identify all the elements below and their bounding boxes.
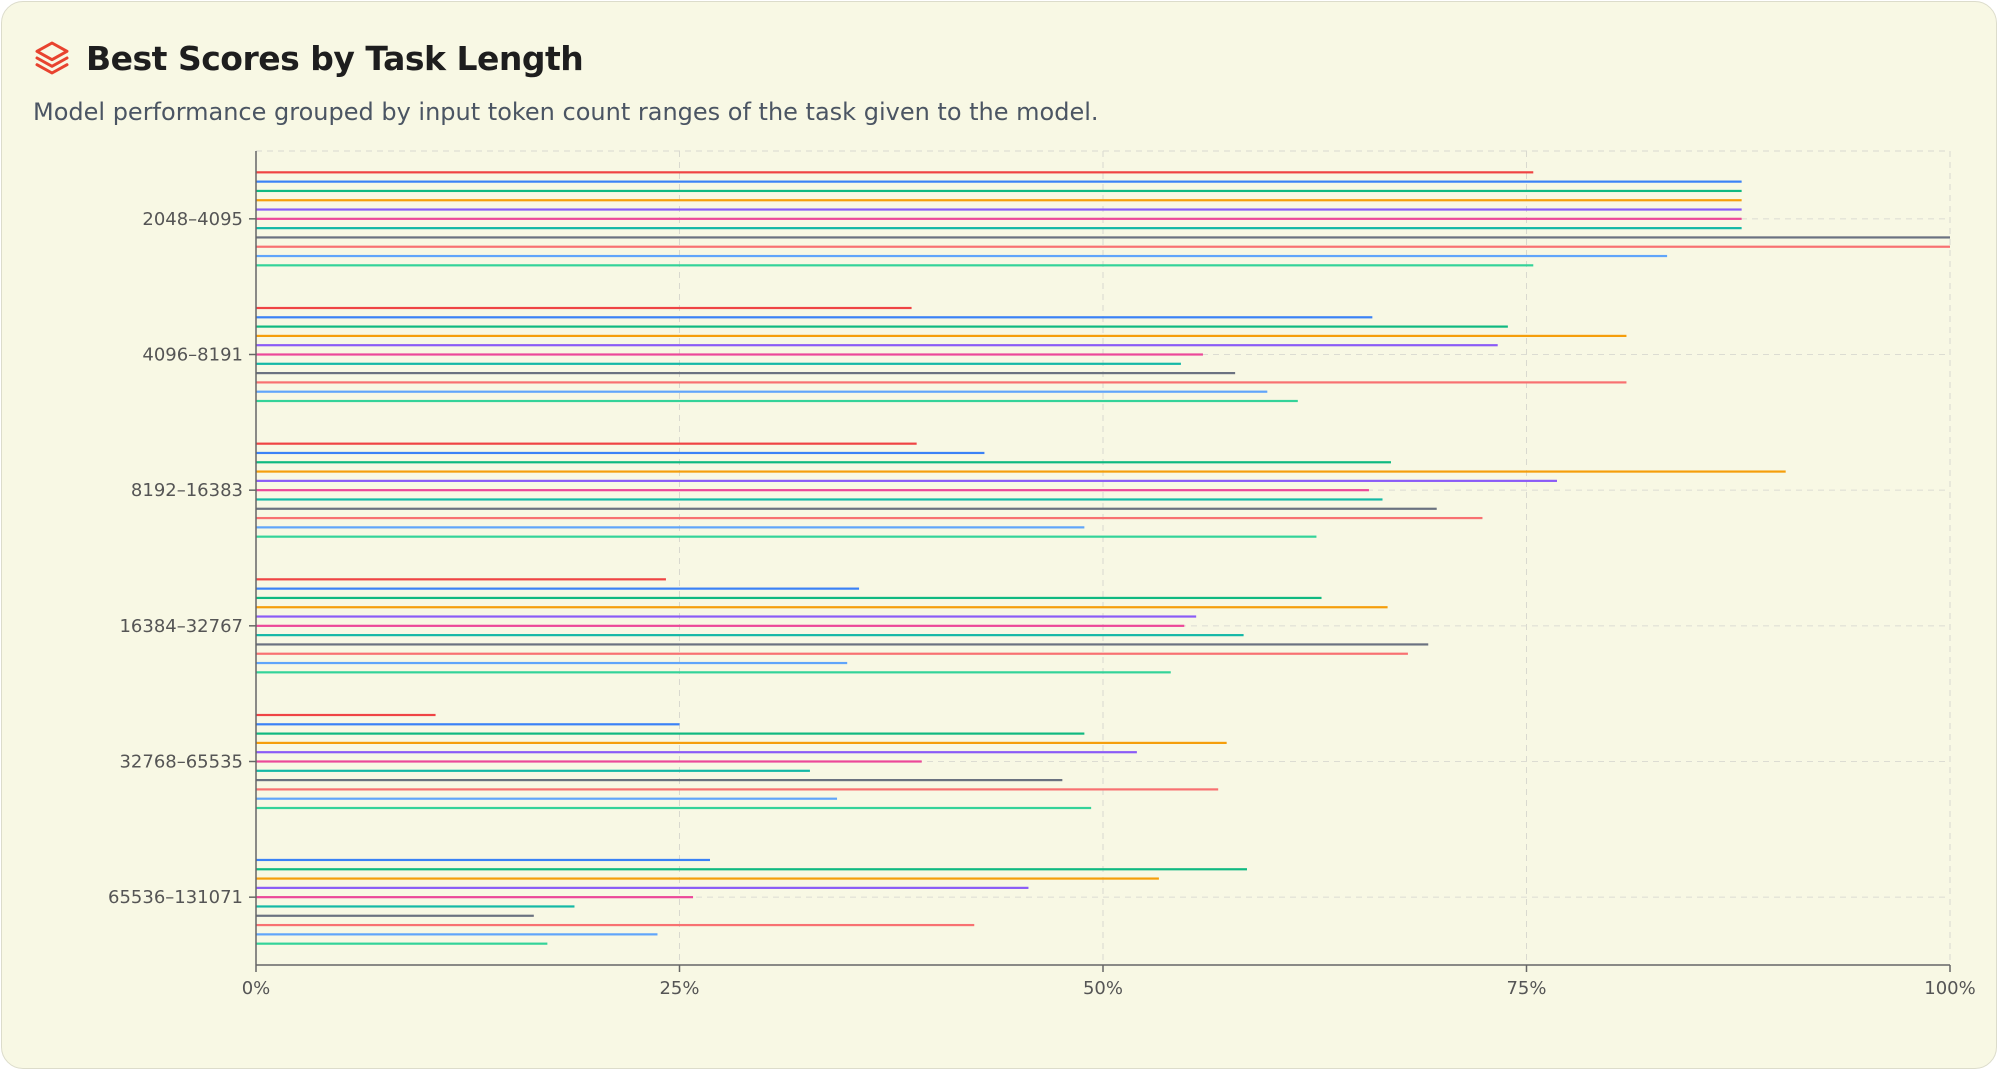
bar	[256, 587, 860, 590]
bar	[256, 723, 680, 726]
y-tick-label: 8192–16383	[131, 480, 243, 501]
bar	[256, 325, 1508, 328]
x-tick-label: 25%	[659, 978, 699, 999]
bar	[256, 760, 922, 763]
bar	[256, 451, 985, 455]
bar	[256, 334, 1627, 337]
bar	[256, 606, 1388, 609]
bar	[256, 399, 1298, 403]
bar	[256, 189, 1742, 193]
x-tick-label: 50%	[1083, 978, 1123, 999]
bar	[256, 535, 1317, 538]
layers-icon	[35, 41, 69, 75]
bar	[256, 245, 1950, 248]
bar	[256, 905, 575, 908]
bar	[256, 442, 917, 445]
bar	[256, 769, 810, 772]
bar	[256, 578, 666, 581]
bar	[256, 526, 1085, 529]
bar	[256, 217, 1742, 220]
bar	[256, 470, 1786, 473]
y-tick-label: 16384–32767	[119, 616, 243, 637]
y-tick-label: 2048–4095	[142, 209, 243, 230]
bar	[256, 806, 1092, 810]
bar	[256, 868, 1247, 871]
bar	[256, 877, 1159, 880]
bar	[256, 615, 1197, 618]
bar	[256, 788, 1219, 791]
bar	[256, 652, 1408, 655]
chart-subtitle: Model performance grouped by input token…	[33, 98, 1099, 126]
bar	[256, 896, 694, 899]
x-tick-label: 0%	[242, 978, 271, 999]
y-tick-label: 65536–131071	[108, 887, 243, 908]
bar	[256, 264, 1534, 267]
bar	[256, 461, 1391, 464]
bar	[256, 180, 1742, 183]
bar	[256, 316, 1373, 319]
bar	[256, 933, 658, 936]
bar	[256, 507, 1437, 510]
bar	[256, 254, 1668, 258]
bar	[256, 713, 436, 717]
x-tick-label: 75%	[1506, 978, 1546, 999]
bar	[256, 914, 534, 917]
chart-header: Best Scores by Task Length	[32, 38, 584, 78]
bar	[256, 596, 1322, 600]
bar	[256, 236, 1950, 239]
bar	[256, 643, 1429, 646]
bar	[256, 624, 1185, 627]
y-tick-label: 4096–8191	[142, 345, 243, 366]
bar	[256, 634, 1244, 637]
x-tick-label: 100%	[1924, 978, 1975, 999]
bar	[256, 661, 848, 665]
bar	[256, 751, 1137, 754]
bar	[256, 208, 1742, 211]
bar	[256, 344, 1498, 347]
bar	[256, 372, 1236, 375]
bar	[256, 381, 1627, 384]
chart-title: Best Scores by Task Length	[86, 38, 584, 78]
bar	[256, 858, 710, 862]
bar	[256, 741, 1227, 744]
bar	[256, 390, 1268, 393]
bar	[256, 923, 975, 927]
bar	[256, 306, 912, 310]
bar	[256, 498, 1383, 501]
bar	[256, 671, 1171, 674]
bar	[256, 942, 548, 945]
bar	[256, 516, 1483, 520]
bar	[256, 489, 1369, 492]
bar	[256, 479, 1557, 482]
bar	[256, 886, 1029, 889]
bar	[256, 779, 1063, 782]
bar	[256, 199, 1742, 202]
bar	[256, 362, 1181, 365]
bar	[256, 797, 838, 800]
bar	[256, 227, 1742, 230]
bar	[256, 732, 1085, 735]
bar	[256, 353, 1203, 356]
y-tick-label: 32768–65535	[119, 752, 243, 773]
bar	[256, 171, 1534, 174]
